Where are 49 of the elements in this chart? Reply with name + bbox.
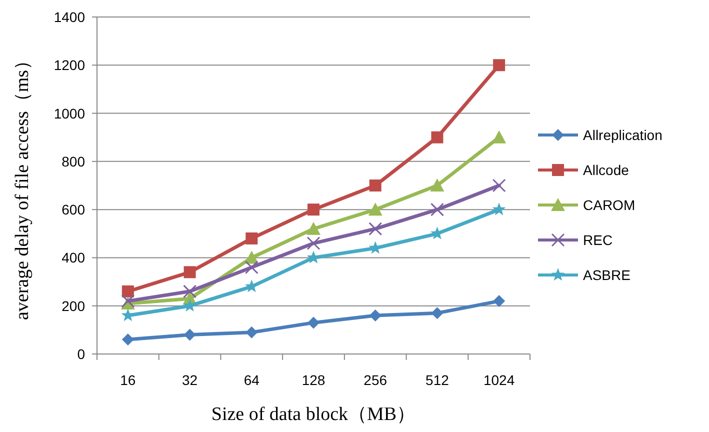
y-tick-label: 600 bbox=[62, 202, 86, 218]
point bbox=[369, 309, 382, 322]
x-tick-label: 256 bbox=[364, 372, 388, 388]
legend-label: Allreplication bbox=[583, 127, 662, 143]
x-tick-label: 128 bbox=[302, 372, 326, 388]
y-tick-label: 1400 bbox=[54, 9, 86, 25]
point bbox=[244, 260, 258, 274]
x-axis-title: Size of data block（MB） bbox=[211, 404, 416, 425]
point bbox=[368, 222, 382, 236]
y-tick-label: 400 bbox=[62, 250, 86, 266]
point bbox=[306, 250, 320, 264]
point bbox=[244, 280, 258, 292]
point bbox=[122, 334, 134, 346]
point bbox=[492, 178, 506, 192]
point bbox=[122, 285, 134, 298]
y-tick-label: 800 bbox=[62, 153, 86, 170]
y-tick-label: 1200 bbox=[54, 57, 86, 74]
point bbox=[308, 316, 320, 329]
point bbox=[431, 307, 444, 320]
x-tick-label: 1024 bbox=[483, 372, 515, 388]
point bbox=[184, 266, 196, 278]
point bbox=[430, 202, 444, 216]
point bbox=[246, 326, 258, 338]
y-axis-title: average delay of file access（ms） bbox=[12, 50, 33, 320]
point bbox=[492, 202, 506, 216]
point bbox=[369, 180, 382, 192]
legend-label: REC bbox=[583, 232, 613, 248]
point bbox=[246, 232, 258, 244]
x-tick-label: 16 bbox=[120, 372, 136, 388]
legend-label: ASBRE bbox=[583, 267, 630, 283]
point bbox=[308, 204, 320, 216]
point bbox=[184, 328, 196, 341]
point bbox=[306, 236, 320, 250]
point bbox=[493, 295, 506, 308]
point bbox=[430, 178, 444, 192]
point bbox=[492, 130, 506, 144]
legend-label: CAROM bbox=[583, 197, 636, 213]
x-tick-label: 32 bbox=[182, 372, 198, 388]
legend-label: Allcode bbox=[583, 162, 630, 178]
point bbox=[306, 222, 320, 235]
point bbox=[431, 131, 444, 144]
x-tick-label: 64 bbox=[244, 372, 260, 388]
y-tick-label: 1000 bbox=[54, 105, 86, 122]
point bbox=[183, 284, 197, 298]
point bbox=[493, 59, 506, 72]
point bbox=[368, 202, 382, 216]
x-tick-label: 512 bbox=[426, 372, 450, 388]
y-tick-label: 0 bbox=[77, 346, 86, 362]
y-tick-label: 200 bbox=[62, 298, 86, 314]
